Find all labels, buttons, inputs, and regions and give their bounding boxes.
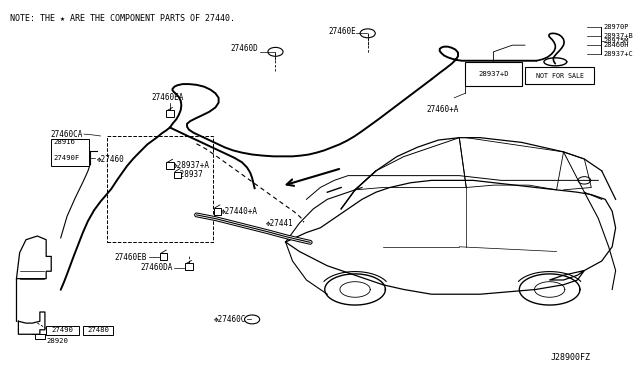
Bar bbox=[46, 326, 79, 335]
Text: 28937+D: 28937+D bbox=[478, 71, 509, 77]
Text: 28970P: 28970P bbox=[604, 24, 629, 30]
Bar bbox=[35, 334, 45, 339]
Text: 27490: 27490 bbox=[52, 327, 74, 333]
Bar bbox=[525, 67, 595, 84]
Bar bbox=[160, 253, 168, 260]
Text: 27460D: 27460D bbox=[230, 44, 259, 53]
Bar bbox=[83, 326, 113, 335]
Bar bbox=[166, 110, 174, 117]
Text: ✥28937+A: ✥28937+A bbox=[173, 161, 209, 170]
Text: 27490F: 27490F bbox=[54, 155, 80, 161]
Bar bbox=[107, 136, 213, 242]
Text: 27460+A: 27460+A bbox=[427, 105, 459, 114]
Text: 27480: 27480 bbox=[87, 327, 109, 333]
Text: 27460DA: 27460DA bbox=[140, 263, 173, 272]
Bar bbox=[166, 162, 174, 169]
Text: 28920: 28920 bbox=[46, 338, 68, 344]
Text: 28916: 28916 bbox=[54, 139, 76, 145]
Text: 28975M: 28975M bbox=[604, 38, 629, 44]
Text: ✥28937: ✥28937 bbox=[176, 170, 204, 179]
Bar bbox=[51, 139, 89, 166]
Text: 27460E: 27460E bbox=[328, 27, 356, 36]
Text: ✥27460: ✥27460 bbox=[97, 155, 125, 164]
Text: 27460EA: 27460EA bbox=[152, 93, 184, 102]
Bar bbox=[214, 208, 221, 215]
Text: 27460EB: 27460EB bbox=[115, 253, 147, 262]
Text: 28937+B: 28937+B bbox=[604, 33, 633, 39]
Text: NOT FOR SALE: NOT FOR SALE bbox=[536, 73, 584, 79]
Bar bbox=[174, 171, 181, 178]
Text: 27460CA: 27460CA bbox=[51, 129, 83, 139]
Text: ✥27440+A: ✥27440+A bbox=[221, 207, 257, 216]
Text: 28460H: 28460H bbox=[604, 42, 629, 48]
Bar bbox=[185, 263, 193, 270]
Bar bbox=[465, 62, 522, 86]
Text: ✥27460C: ✥27460C bbox=[213, 315, 246, 324]
Text: ✥27441: ✥27441 bbox=[266, 219, 294, 228]
Text: NOTE: THE ★ ARE THE COMPONENT PARTS OF 27440.: NOTE: THE ★ ARE THE COMPONENT PARTS OF 2… bbox=[10, 14, 235, 23]
Text: J28900FZ: J28900FZ bbox=[550, 353, 590, 362]
Text: 28937+C: 28937+C bbox=[604, 51, 633, 57]
